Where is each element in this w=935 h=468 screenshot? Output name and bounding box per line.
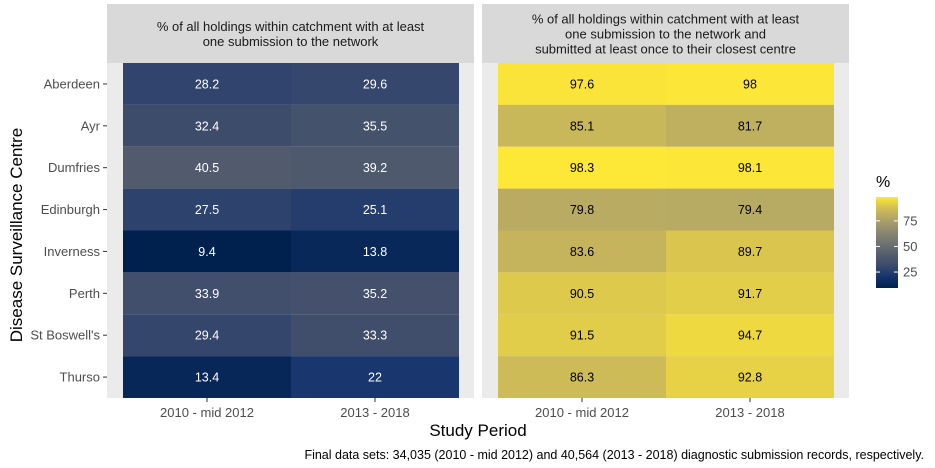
- cell-value-label: 39.2: [363, 161, 387, 175]
- cell-value-label: 29.6: [363, 77, 387, 91]
- cell-value-label: 28.2: [195, 77, 219, 91]
- heatmap-cell: [123, 230, 291, 273]
- panel-title-line: one submission to the network: [203, 34, 379, 49]
- cell-value-label: 98.3: [570, 161, 594, 175]
- cell-value-label: 91.7: [738, 287, 762, 301]
- x-tick-label: 2013 - 2018: [340, 405, 409, 420]
- y-tick-label: Edinburgh: [41, 202, 100, 217]
- heatmap-cell: [666, 314, 834, 357]
- heatmap-cell: [123, 356, 291, 398]
- cell-value-label: 98: [743, 77, 757, 91]
- cell-value-label: 22: [368, 371, 382, 385]
- panel-1: % of all holdings within catchment with …: [107, 4, 474, 420]
- legend-tick-label: 25: [903, 265, 917, 280]
- caption: Final data sets: 34,035 (2010 - mid 2012…: [304, 448, 924, 462]
- heatmap-cell: [123, 146, 291, 189]
- cell-value-label: 35.5: [363, 119, 387, 133]
- x-axis-title: Study Period: [429, 421, 526, 440]
- panel-strip: [107, 4, 474, 63]
- y-tick-label: St Boswell's: [30, 328, 100, 343]
- heatmap-cell: [498, 230, 666, 273]
- heatmap-cell: [666, 63, 834, 105]
- cell-value-label: 79.4: [738, 203, 762, 217]
- heatmap-cell: [291, 356, 459, 398]
- legend-title: %: [876, 174, 890, 191]
- heatmap-cell: [291, 63, 459, 105]
- panels: % of all holdings within catchment with …: [107, 4, 849, 420]
- cell-value-label: 13.4: [195, 371, 219, 385]
- cell-value-label: 85.1: [570, 119, 594, 133]
- heatmap-cell: [291, 104, 459, 147]
- cell-value-label: 33.3: [363, 329, 387, 343]
- heatmap-cell: [666, 104, 834, 147]
- cell-value-label: 40.5: [195, 161, 219, 175]
- heatmap-cell: [291, 230, 459, 273]
- heatmap-cell: [291, 314, 459, 357]
- heatmap-cell: [666, 146, 834, 189]
- heatmap-cell: [123, 188, 291, 231]
- heatmap-cell: [498, 104, 666, 147]
- heatmap-cell: [498, 356, 666, 398]
- x-tick-label: 2010 - mid 2012: [160, 405, 254, 420]
- heatmap-cell: [291, 272, 459, 315]
- heatmap-cell: [123, 63, 291, 105]
- cell-value-label: 13.8: [363, 245, 387, 259]
- x-tick-label: 2013 - 2018: [715, 405, 784, 420]
- heatmap-cell: [123, 272, 291, 315]
- cell-value-label: 27.5: [195, 203, 219, 217]
- y-tick-label: Thurso: [60, 370, 100, 385]
- heatmap-cell: [123, 314, 291, 357]
- cell-value-label: 29.4: [195, 329, 219, 343]
- y-axis-tick-labels: Aberdeen Ayr Dumfries Edinburgh Inverness Per…: [30, 76, 107, 385]
- cell-value-label: 32.4: [195, 119, 219, 133]
- cell-value-label: 9.4: [198, 245, 215, 259]
- legend: % 25 50 75: [876, 174, 917, 288]
- heatmap-cell: [498, 272, 666, 315]
- cell-value-label: 86.3: [570, 371, 594, 385]
- y-tick-label: Ayr: [81, 118, 101, 133]
- cell-value-label: 79.8: [570, 203, 594, 217]
- cell-value-label: 97.6: [570, 77, 594, 91]
- cell-value-label: 90.5: [570, 287, 594, 301]
- cell-value-label: 81.7: [738, 119, 762, 133]
- cell-value-label: 92.8: [738, 371, 762, 385]
- y-tick-label: Dumfries: [48, 160, 101, 175]
- legend-colorbar: [876, 197, 898, 288]
- panel-strip: [482, 4, 849, 63]
- panel-title-line: one submission to the network and: [565, 27, 766, 42]
- heatmap-cell: [666, 230, 834, 273]
- cell-value-label: 89.7: [738, 245, 762, 259]
- panel-2: % of all holdings within catchment with …: [482, 4, 849, 420]
- heatmap-cell: [123, 104, 291, 147]
- heatmap-cell: [498, 146, 666, 189]
- cell-value-label: 35.2: [363, 287, 387, 301]
- cell-value-label: 25.1: [363, 203, 387, 217]
- cell-value-label: 98.1: [738, 161, 762, 175]
- cell-value-label: 91.5: [570, 329, 594, 343]
- heatmap-cell: [498, 314, 666, 357]
- cell-value-label: 33.9: [195, 287, 219, 301]
- cell-value-label: 83.6: [570, 245, 594, 259]
- cell-value-label: 94.7: [738, 329, 762, 343]
- heatmap-cell: [498, 63, 666, 105]
- x-tick-label: 2010 - mid 2012: [535, 405, 629, 420]
- panel-title-line: % of all holdings within catchment with …: [157, 19, 425, 34]
- panel-title-line: submitted at least once to their closest…: [535, 42, 796, 57]
- y-tick-label: Aberdeen: [44, 76, 100, 91]
- heatmap-cell: [291, 146, 459, 189]
- panel-title-line: % of all holdings within catchment with …: [532, 12, 800, 27]
- legend-tick-label: 50: [903, 239, 917, 254]
- heatmap-cell: [666, 356, 834, 398]
- heatmap-cell: [498, 188, 666, 231]
- y-axis-title: Disease Surveillance Centre: [7, 128, 26, 343]
- heatmap-cell: [666, 188, 834, 231]
- legend-tick-label: 75: [903, 213, 917, 228]
- y-tick-label: Perth: [69, 286, 100, 301]
- y-tick-label: Inverness: [44, 244, 101, 259]
- heatmap-cell: [666, 272, 834, 315]
- heatmap-cell: [291, 188, 459, 231]
